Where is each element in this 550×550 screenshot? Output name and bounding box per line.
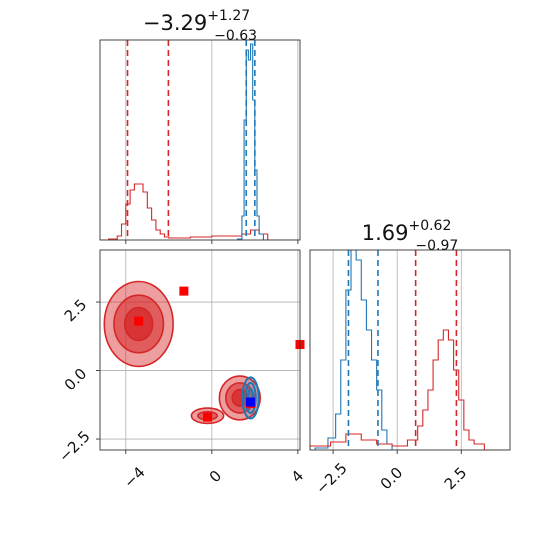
tick-marks-x: [125, 240, 299, 244]
joint-contour-plot: −4 0 4 −2.5 0.0 2.5: [55, 249, 307, 492]
marginal-histogram-x: −3.29+1.27 −0.63: [99, 8, 301, 244]
title-y: 1.69+0.62 −0.97: [362, 218, 459, 254]
sample-marker: [179, 286, 189, 296]
title-y-sub: −0.97: [415, 238, 458, 254]
title-y-value: 1.69: [362, 221, 409, 245]
title-y-sup: +0.62: [408, 218, 451, 234]
histogram-x-series: [100, 40, 300, 240]
grid-y: [332, 250, 462, 450]
plot-frame-y: [309, 249, 511, 451]
tick-marks-joint: [96, 301, 299, 454]
x-tick-labels-y: −2.5 0.0 2.5: [312, 459, 470, 497]
marginal-histogram-y: 1.69+0.62 −0.97 −2.5 0.0 2.5: [309, 218, 511, 498]
sample-marker: [134, 316, 144, 326]
y-tick-label: 2.5: [61, 296, 91, 326]
x-tick-label: −2.5: [312, 459, 350, 497]
title-x: −3.29+1.27 −0.63: [143, 8, 257, 44]
histogram-y-series: [310, 250, 510, 450]
y-tick-label: 0.0: [61, 365, 91, 395]
x-tick-label: 4: [288, 467, 307, 486]
plot-frame-x: [99, 39, 301, 241]
histogram-step-line: [237, 43, 268, 240]
tick-marks-y: [332, 450, 462, 454]
x-tick-label: 0.0: [377, 464, 407, 494]
x-tick-label: 2.5: [441, 464, 471, 494]
title-x-sup: +1.27: [207, 8, 250, 24]
y-tick-label: −2.5: [55, 427, 93, 465]
x-tick-label: −4: [120, 463, 148, 491]
truth-marker: [246, 397, 256, 407]
histogram-step-line: [310, 329, 510, 450]
plot-frame-joint: [99, 249, 301, 451]
x-tick-labels-joint: −4 0 4: [120, 463, 307, 491]
contour-series: [103, 280, 262, 425]
title-x-sub: −0.63: [214, 28, 257, 44]
sample-marker: [203, 412, 213, 422]
histogram-step-line: [314, 250, 403, 450]
title-x-value: −3.29: [143, 11, 207, 35]
histogram-step-line: [100, 183, 300, 240]
x-tick-label: 0: [206, 467, 225, 486]
y-tick-labels-joint: −2.5 0.0 2.5: [55, 296, 93, 466]
